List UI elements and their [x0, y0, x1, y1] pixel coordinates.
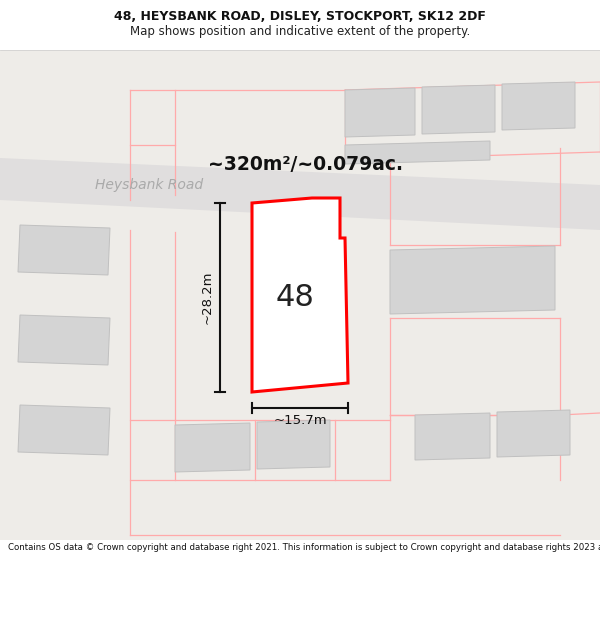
- Bar: [0, 0, 600, 50]
- Text: Contains OS data © Crown copyright and database right 2021. This information is : Contains OS data © Crown copyright and d…: [8, 543, 600, 552]
- Text: ~15.7m: ~15.7m: [273, 414, 327, 428]
- Polygon shape: [0, 158, 600, 230]
- Polygon shape: [18, 315, 110, 365]
- Polygon shape: [415, 413, 490, 460]
- Polygon shape: [18, 225, 110, 275]
- Bar: [0, 50, 600, 540]
- Polygon shape: [175, 423, 250, 472]
- Polygon shape: [18, 405, 110, 455]
- Text: ~320m²/~0.079ac.: ~320m²/~0.079ac.: [208, 156, 403, 174]
- Polygon shape: [345, 141, 490, 164]
- Polygon shape: [502, 82, 575, 130]
- Text: Heysbank Road: Heysbank Road: [95, 178, 203, 192]
- Text: 48, HEYSBANK ROAD, DISLEY, STOCKPORT, SK12 2DF: 48, HEYSBANK ROAD, DISLEY, STOCKPORT, SK…: [114, 11, 486, 24]
- Text: ~28.2m: ~28.2m: [200, 271, 214, 324]
- Polygon shape: [497, 410, 570, 457]
- Text: 48: 48: [275, 284, 314, 312]
- Bar: [0, 540, 600, 625]
- Polygon shape: [252, 198, 348, 392]
- Polygon shape: [422, 85, 495, 134]
- Polygon shape: [390, 246, 555, 314]
- Text: Map shows position and indicative extent of the property.: Map shows position and indicative extent…: [130, 26, 470, 39]
- Polygon shape: [257, 420, 330, 469]
- Polygon shape: [345, 88, 415, 137]
